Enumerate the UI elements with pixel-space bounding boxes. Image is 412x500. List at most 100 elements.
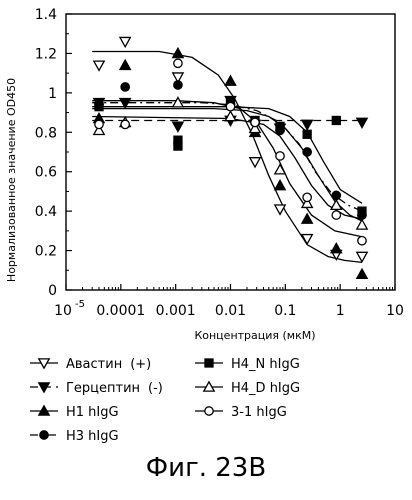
data-point-h4-d-higg — [92, 123, 106, 136]
legend-marker — [37, 358, 51, 370]
x-axis-title: Концентрация (мкМ) — [194, 329, 315, 342]
legend-label: 3-1 hIgG — [231, 405, 287, 420]
y-tick-label: 1.2 — [35, 46, 57, 62]
legend-marker — [204, 406, 214, 416]
data-point-h1-higg — [171, 46, 185, 59]
legend-label: H1 hIgG — [66, 405, 119, 420]
fit-curve-h4-n-higg — [92, 106, 363, 204]
data-point-3-1-higg — [173, 58, 183, 69]
data-point-- — [355, 251, 369, 264]
legend-label: H4_N hIgG — [231, 357, 300, 372]
data-point-3-1-higg — [331, 210, 342, 220]
data-point-h4-d-higg — [171, 96, 185, 108]
y-tick-label: 1.4 — [35, 7, 57, 23]
data-point-3-1-higg — [120, 119, 131, 130]
fit-curve-3-1-higg — [92, 107, 363, 222]
data-point-- — [92, 60, 106, 72]
fit-curves — [92, 50, 363, 264]
legend: Авастин (+) H4_N hIgG Герцептин (-) H4_D hIgG… — [30, 357, 300, 444]
x-tick-label-exponent: -5 — [75, 299, 85, 310]
y-tick-label: 0 — [48, 283, 57, 299]
y-tick-label: 0.4 — [35, 204, 57, 220]
x-tick-label: 0.0001 — [96, 303, 145, 319]
legend-control-tag: (-) — [148, 381, 163, 396]
data-point-h3-higg — [302, 147, 313, 157]
x-tick-label-base: 10 — [54, 303, 72, 319]
y-tick-label: 0.2 — [35, 244, 57, 260]
data-point-h1-higg — [224, 74, 237, 86]
data-point-- — [171, 121, 185, 133]
legend-item: H4_N hIgG — [195, 357, 300, 372]
x-tick-label: 10 — [386, 303, 404, 319]
data-point-- — [171, 72, 185, 84]
data-point-h1-higg — [300, 212, 314, 224]
data-point-h4-n-higg — [173, 135, 183, 145]
data-point-h4-n-higg — [357, 206, 367, 216]
data-point-h1-higg — [355, 267, 369, 280]
data-point-h3-higg — [120, 82, 131, 92]
data-point-h4-d-higg — [329, 198, 343, 211]
plot-frame — [65, 13, 396, 291]
legend-marker — [204, 358, 214, 368]
y-tick-label: 0.6 — [35, 165, 57, 181]
legend-item: 3-1 hIgG — [195, 405, 287, 420]
plot-area-border — [65, 13, 396, 291]
x-tick-label: 0.01 — [215, 303, 246, 319]
y-tick-label: 0.8 — [35, 125, 57, 141]
data-point-3-1-higg — [94, 119, 104, 130]
legend-item: H1 hIgG — [30, 404, 119, 420]
data-point-h4-d-higg — [224, 109, 237, 122]
data-point-- — [118, 36, 132, 49]
data-point-h4-n-higg — [94, 102, 104, 112]
data-point-- — [118, 97, 132, 110]
data-point-h1-higg — [118, 58, 132, 71]
data-point-h4-d-higg — [248, 121, 262, 134]
data-point-h3-higg — [173, 80, 183, 90]
legend-item: Авастин (+) — [30, 357, 151, 372]
x-tick-label: 0.1 — [274, 303, 296, 319]
legend-item: H4_D hIgG — [195, 380, 300, 396]
data-point-- — [355, 117, 369, 129]
data-point-- — [300, 233, 314, 246]
legend-label: Авастин — [66, 357, 122, 372]
legend-marker — [202, 380, 216, 392]
data-point-h4-d-higg — [300, 196, 314, 209]
data-point-h4-n-higg — [331, 115, 341, 126]
legend-item: Герцептин (-) — [30, 381, 163, 396]
y-axis-title: Нормализованное значение OD450 — [5, 78, 18, 282]
x-tick-label: 0.001 — [156, 303, 196, 319]
data-point-- — [300, 119, 314, 131]
data-point-3-1-higg — [275, 151, 285, 161]
legend-label: H3 hIgG — [66, 429, 119, 444]
data-point-- — [273, 204, 287, 216]
legend-marker — [39, 430, 49, 440]
fit-curve-- — [92, 100, 363, 238]
data-point-h4-d-higg — [273, 163, 287, 175]
data-point-h4-d-higg — [355, 218, 369, 230]
data-point-3-1-higg — [357, 235, 367, 246]
data-point-h4-n-higg — [302, 129, 312, 139]
data-point-h3-higg — [331, 190, 342, 201]
data-point-h4-n-higg — [275, 121, 285, 132]
legend-marker — [37, 382, 51, 394]
data-point-3-1-higg — [225, 101, 236, 112]
fit-curve-h4-d-higg — [92, 115, 363, 220]
figure-caption: Фиг. 23B — [146, 453, 266, 483]
y-tick-label: 1 — [48, 86, 57, 102]
x-axis: 10 -5 0.0001 0.001 0.01 0.1 1 10 — [54, 284, 404, 319]
legend-control-tag: (+) — [130, 357, 151, 372]
fit-curve-h1-higg — [92, 50, 363, 264]
legend-label: Герцептин — [66, 381, 140, 396]
data-point-3-1-higg — [250, 117, 260, 128]
data-point-- — [248, 157, 262, 169]
legend-marker — [37, 404, 51, 416]
x-tick-label: 1 — [336, 303, 345, 319]
data-points — [92, 36, 369, 280]
legend-item: H3 hIgG — [30, 429, 119, 444]
data-point-3-1-higg — [302, 192, 313, 203]
legend-label: H4_D hIgG — [231, 381, 300, 396]
data-point-h1-higg — [273, 178, 287, 191]
data-point-h1-higg — [329, 242, 343, 254]
y-axis: 0 0.2 0.4 0.6 0.8 1 1.2 1.4 — [35, 7, 72, 299]
